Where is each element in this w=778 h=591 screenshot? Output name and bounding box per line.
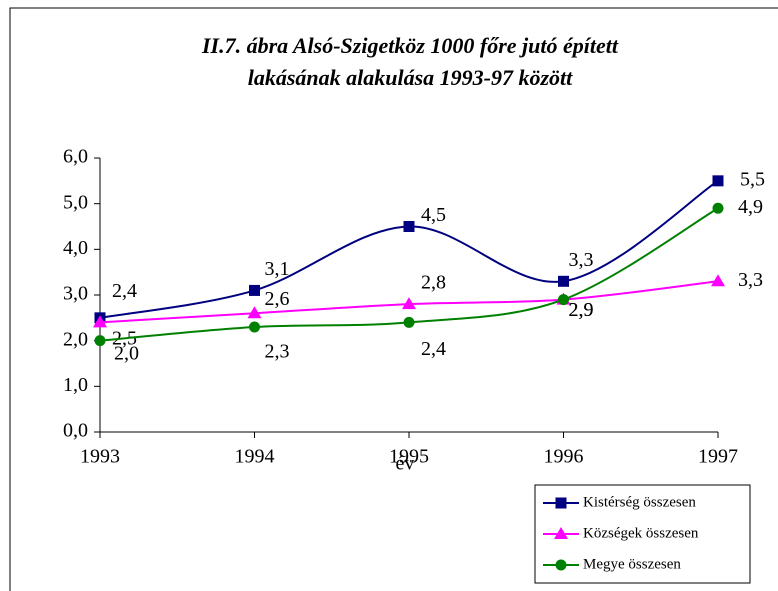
y-tick-label: 5,0 xyxy=(63,191,88,213)
data-label: 2,8 xyxy=(421,272,446,294)
marker xyxy=(555,559,567,571)
x-tick-label: 1997 xyxy=(698,446,738,468)
data-label: 2,0 xyxy=(114,342,139,364)
legend-label: Községek összesen xyxy=(583,525,699,541)
data-label: 2,6 xyxy=(265,288,290,310)
x-tick-label: 1996 xyxy=(544,446,584,468)
data-label: 2,9 xyxy=(569,299,594,321)
legend-label: Kistérség összesen xyxy=(583,494,696,510)
x-tick-label: 1994 xyxy=(235,446,275,468)
y-tick-label: 1,0 xyxy=(63,374,88,396)
marker xyxy=(249,284,260,296)
x-axis-label: év xyxy=(396,453,415,475)
marker xyxy=(558,294,569,306)
marker xyxy=(403,221,415,232)
data-label: 4,9 xyxy=(738,196,763,218)
data-label: 3,3 xyxy=(569,249,594,271)
y-tick-label: 6,0 xyxy=(63,146,88,168)
y-tick-label: 3,0 xyxy=(63,283,88,305)
data-label: 3,1 xyxy=(265,258,290,280)
marker xyxy=(249,321,260,333)
marker xyxy=(403,316,415,328)
x-tick-label: 1993 xyxy=(80,446,120,468)
marker xyxy=(711,274,725,287)
marker xyxy=(555,497,567,509)
x-tick-label: 1995 xyxy=(389,446,429,468)
marker xyxy=(247,306,262,319)
data-label: 2,9 xyxy=(569,299,594,321)
marker xyxy=(402,297,416,310)
marker xyxy=(93,315,107,328)
y-tick-label: 4,0 xyxy=(63,237,88,259)
marker xyxy=(712,202,724,214)
data-label: 3,3 xyxy=(738,269,763,291)
marker xyxy=(558,275,569,287)
marker xyxy=(94,335,106,347)
marker xyxy=(554,527,568,539)
y-tick-label: 0,0 xyxy=(63,420,88,442)
data-label: 2,3 xyxy=(265,341,290,363)
marker xyxy=(712,175,724,187)
y-tick-label: 2,0 xyxy=(63,328,88,350)
data-label: 4,5 xyxy=(421,204,446,226)
chart-subtitle: lakásának alakulása 1993-97 között xyxy=(248,65,573,90)
data-label: 2,4 xyxy=(112,280,137,302)
chart-title: II.7. ábra Alsó-Szigetköz 1000 főre jutó… xyxy=(201,33,619,58)
data-label: 2,4 xyxy=(421,338,446,360)
legend-label: Megye összesen xyxy=(583,556,681,572)
data-label: 5,5 xyxy=(740,168,765,190)
